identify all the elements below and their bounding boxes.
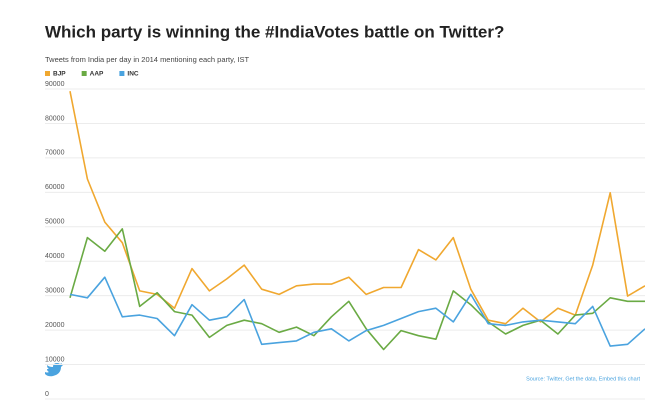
legend-swatch	[81, 71, 87, 76]
legend-swatch	[45, 71, 50, 76]
y-tick-label: 0	[45, 391, 49, 398]
twitter-icon	[45, 363, 63, 377]
y-tick-label: 30000	[45, 288, 65, 295]
y-tick-label: 90000	[45, 81, 65, 88]
legend-swatch	[119, 71, 125, 76]
chart-subtitle: Tweets from India per day in 2014 mentio…	[45, 55, 250, 64]
source: Source: Twitter, Get the data, Embed thi…	[526, 376, 640, 382]
y-tick-label: 80000	[45, 115, 65, 122]
legend-label: BJP	[53, 71, 66, 78]
y-tick-label: 60000	[45, 184, 65, 191]
y-tick-label: 40000	[45, 253, 65, 260]
series-line	[69, 91, 645, 325]
series-line	[69, 228, 645, 351]
chart-title: Which party is winning the #IndiaVotes b…	[45, 22, 504, 41]
y-tick-label: 10000	[45, 356, 65, 363]
y-tick-label: 50000	[45, 219, 65, 226]
y-tick-label: 20000	[45, 322, 65, 329]
series-line	[69, 276, 645, 347]
legend-label: AAP	[90, 71, 104, 78]
legend-label: INC	[127, 71, 139, 78]
y-tick-label: 70000	[45, 150, 65, 157]
